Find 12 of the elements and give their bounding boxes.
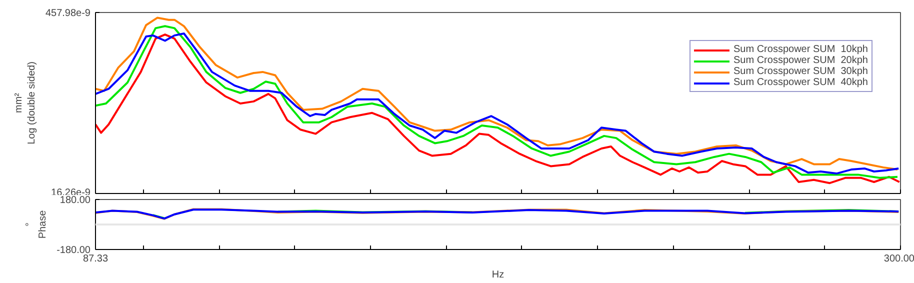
y-tick-label: 180.00 [60,195,91,206]
legend-label: Sum Crosspower SUM 30kph [734,66,868,77]
x-axis-title: Hz [492,270,504,280]
x-tick-label: 87.33 [82,254,108,264]
legend-label: Sum Crosspower SUM 10kph [734,44,868,55]
legend-label: Sum Crosspower SUM 40kph [734,77,868,88]
legend-label: Sum Crosspower SUM 20kph [734,55,868,66]
x-tick-label: 300.00 [884,254,914,264]
y-axis-title: ° Phase [24,210,49,239]
y-axis-title: mm² Log (double sided) [13,62,38,144]
y-tick-label: -180.00 [56,245,91,256]
y-tick-label: 457.98e-9 [45,8,91,19]
